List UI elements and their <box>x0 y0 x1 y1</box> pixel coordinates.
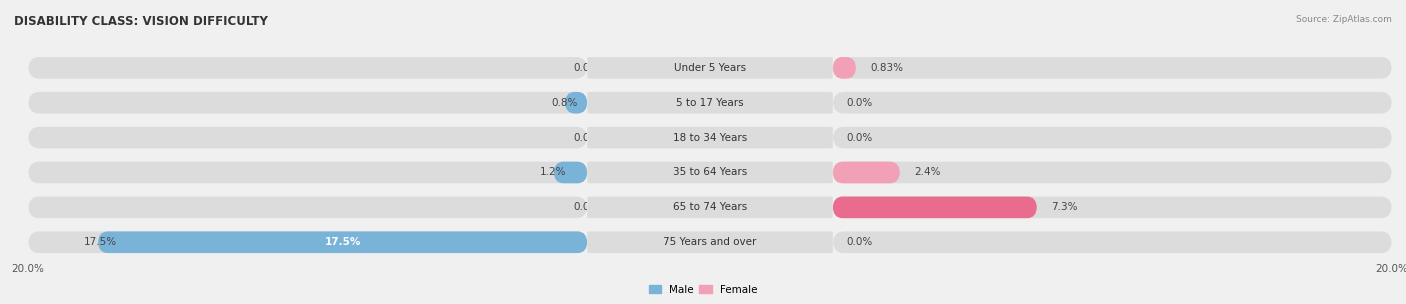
FancyBboxPatch shape <box>832 92 1392 113</box>
FancyBboxPatch shape <box>832 57 856 79</box>
FancyBboxPatch shape <box>28 231 588 253</box>
FancyBboxPatch shape <box>554 162 588 183</box>
Text: 35 to 64 Years: 35 to 64 Years <box>673 168 747 178</box>
FancyBboxPatch shape <box>832 197 1036 218</box>
Text: 0.8%: 0.8% <box>551 98 578 108</box>
FancyBboxPatch shape <box>832 162 1392 183</box>
Text: 0.0%: 0.0% <box>574 133 599 143</box>
FancyBboxPatch shape <box>28 92 588 113</box>
Text: 5 to 17 Years: 5 to 17 Years <box>676 98 744 108</box>
FancyBboxPatch shape <box>588 92 832 113</box>
Text: 0.0%: 0.0% <box>846 237 873 247</box>
FancyBboxPatch shape <box>832 127 1392 148</box>
Text: 2.4%: 2.4% <box>914 168 941 178</box>
Text: DISABILITY CLASS: VISION DIFFICULTY: DISABILITY CLASS: VISION DIFFICULTY <box>14 15 269 28</box>
FancyBboxPatch shape <box>832 57 1392 79</box>
Text: 0.0%: 0.0% <box>846 133 873 143</box>
FancyBboxPatch shape <box>565 92 588 113</box>
Text: 0.83%: 0.83% <box>870 63 903 73</box>
FancyBboxPatch shape <box>832 162 900 183</box>
Text: 75 Years and over: 75 Years and over <box>664 237 756 247</box>
FancyBboxPatch shape <box>28 127 588 148</box>
Text: Under 5 Years: Under 5 Years <box>673 63 747 73</box>
FancyBboxPatch shape <box>28 162 588 183</box>
FancyBboxPatch shape <box>98 231 588 253</box>
FancyBboxPatch shape <box>588 231 832 253</box>
FancyBboxPatch shape <box>832 197 1392 218</box>
FancyBboxPatch shape <box>28 57 588 79</box>
Text: 1.2%: 1.2% <box>540 168 567 178</box>
Text: Source: ZipAtlas.com: Source: ZipAtlas.com <box>1296 15 1392 24</box>
Text: 0.0%: 0.0% <box>846 98 873 108</box>
FancyBboxPatch shape <box>28 197 588 218</box>
FancyBboxPatch shape <box>588 197 832 218</box>
Text: 17.5%: 17.5% <box>84 237 117 247</box>
Text: 18 to 34 Years: 18 to 34 Years <box>673 133 747 143</box>
FancyBboxPatch shape <box>832 231 1392 253</box>
Text: 0.0%: 0.0% <box>574 202 599 212</box>
Text: 0.0%: 0.0% <box>574 63 599 73</box>
FancyBboxPatch shape <box>588 127 832 148</box>
Legend: Male, Female: Male, Female <box>644 281 762 299</box>
Text: 65 to 74 Years: 65 to 74 Years <box>673 202 747 212</box>
FancyBboxPatch shape <box>588 57 832 79</box>
FancyBboxPatch shape <box>588 162 832 183</box>
Text: 17.5%: 17.5% <box>325 237 361 247</box>
Text: 7.3%: 7.3% <box>1050 202 1077 212</box>
